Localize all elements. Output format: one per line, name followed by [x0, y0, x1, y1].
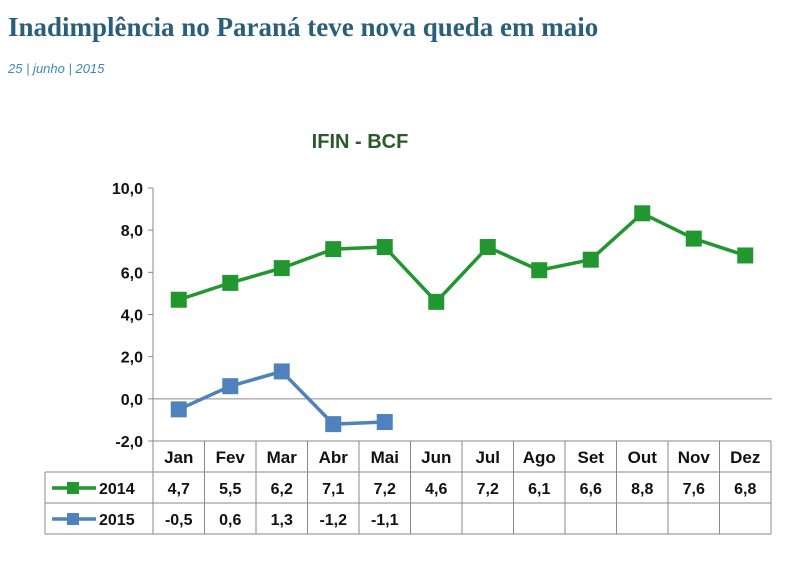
data-point-2015: [170, 401, 187, 418]
legend-label-2015: 2015: [99, 512, 135, 529]
data-point-2014: [428, 293, 445, 310]
table-cell-2015: -1,2: [319, 512, 347, 529]
data-point-2014: [582, 251, 599, 268]
data-point-2014: [479, 239, 496, 256]
x-category-label: Dez: [730, 448, 760, 467]
article-headline[interactable]: Inadimplência no Paraná teve nova queda …: [8, 12, 599, 42]
article-date: 25 | junho | 2015: [8, 61, 105, 76]
chart-series: [170, 205, 754, 433]
legend-marker-2015: [67, 513, 79, 525]
table-cell-2015: 1,3: [271, 512, 293, 529]
data-point-2015: [325, 416, 342, 433]
chart-axes: 10,0 8,0 6,0 4,0 2,0 0,0 -2,0: [112, 181, 772, 451]
table-cell-2014: 7,2: [374, 481, 396, 498]
x-category-label: Set: [578, 448, 605, 467]
y-tick-label: 8,0: [121, 223, 143, 240]
x-category-label: Out: [628, 448, 658, 467]
data-point-2014: [273, 260, 290, 277]
y-tick-label: 2,0: [121, 350, 143, 367]
table-cell-2014: 6,1: [528, 481, 550, 498]
table-cell-2014: 4,7: [168, 481, 190, 498]
data-point-2014: [170, 291, 187, 308]
x-category-label: Abr: [319, 448, 349, 467]
y-tick-label: 0,0: [121, 392, 143, 409]
table-cell-2014: 6,8: [734, 481, 756, 498]
table-cell-2015: 0,6: [219, 512, 241, 529]
x-category-label: Nov: [678, 448, 711, 467]
x-category-label: Jul: [475, 448, 500, 467]
table-cell-2014: 5,5: [219, 481, 241, 498]
table-cell-2015: -0,5: [165, 512, 193, 529]
table-cell-2014: 7,2: [477, 481, 499, 498]
data-point-2014: [737, 247, 754, 264]
table-cell-2014: 7,1: [322, 481, 344, 498]
table-cell-2014: 4,6: [425, 481, 447, 498]
x-category-label: Ago: [523, 448, 556, 467]
x-category-label: Jan: [164, 448, 193, 467]
data-point-2015: [376, 414, 393, 431]
data-point-2014: [634, 205, 651, 222]
series-line-2014: [178, 211, 746, 304]
data-point-2015: [273, 363, 290, 380]
y-tick-label: 10,0: [112, 181, 143, 198]
legend-marker-2014: [67, 482, 79, 494]
legend-label-2014: 2014: [99, 481, 135, 498]
table-cell-2014: 8,8: [631, 481, 653, 498]
data-point-2014: [325, 241, 342, 258]
data-point-2014: [222, 274, 239, 291]
data-point-2014: [531, 262, 548, 279]
data-point-2014: [685, 230, 702, 247]
x-category-label: Fev: [216, 448, 246, 467]
table-cell-2014: 6,6: [580, 481, 602, 498]
chart-title: IFIN - BCF: [312, 131, 409, 153]
data-table: Jan Fev Mar Abr Mai Jun Jul Ago Set Out Nov Dez 2014…: [44, 440, 772, 535]
y-tick-label: -2,0: [115, 434, 143, 451]
y-tick-label: 6,0: [121, 265, 143, 282]
x-category-label: Mar: [267, 448, 298, 467]
table-cell-2014: 7,6: [683, 481, 705, 498]
data-point-2015: [222, 378, 239, 395]
x-category-label: Jun: [421, 448, 451, 467]
data-point-2014: [376, 239, 393, 256]
table-cell-2014: 6,2: [271, 481, 293, 498]
table-cell-2015: -1,1: [371, 512, 399, 529]
y-tick-label: 4,0: [121, 308, 143, 325]
x-category-label: Mai: [371, 448, 399, 467]
